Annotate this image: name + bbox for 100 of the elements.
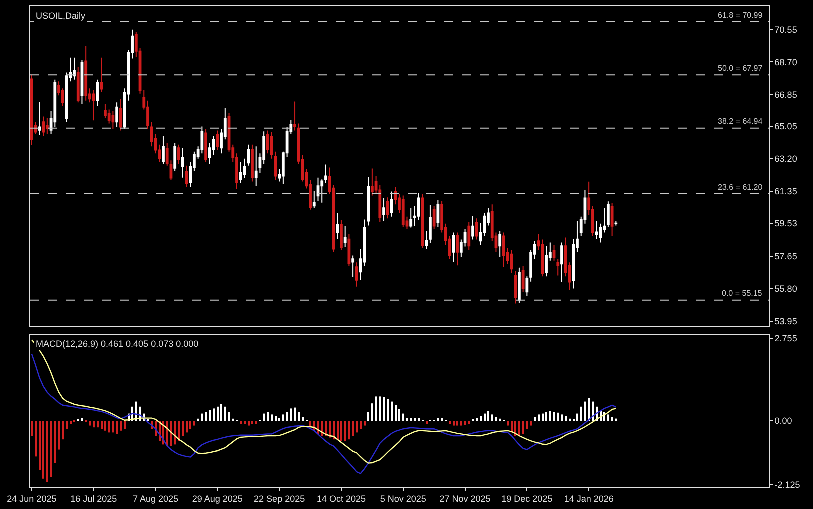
candlestick [254, 146, 258, 187]
y-tick-label: 70.55 [774, 24, 798, 35]
bar [255, 420, 257, 424]
candlestick [100, 57, 104, 93]
candlestick [204, 128, 208, 163]
candlestick [46, 118, 49, 135]
bar [263, 414, 265, 421]
bar [534, 417, 536, 421]
candlestick [552, 244, 556, 262]
candlestick [96, 79, 100, 107]
bar [460, 420, 462, 426]
candlestick [514, 270, 518, 304]
candlestick [367, 176, 370, 226]
bar [530, 420, 532, 426]
bar [205, 412, 207, 421]
bar [104, 420, 106, 431]
bar [348, 420, 350, 440]
bar [480, 416, 482, 421]
candlestick [247, 144, 250, 166]
candlestick [178, 144, 180, 165]
bar [93, 420, 95, 428]
bar [592, 402, 594, 421]
candlestick [595, 220, 598, 240]
candlestick [436, 200, 440, 228]
bar [437, 418, 439, 421]
candlestick [119, 98, 122, 132]
candlestick [518, 267, 521, 304]
bar [364, 420, 366, 426]
candlestick [80, 60, 84, 105]
candlestick [42, 116, 45, 137]
bar [453, 420, 455, 426]
candlestick [402, 195, 405, 228]
bar [174, 420, 176, 445]
bar [240, 420, 242, 424]
candlestick [606, 201, 610, 228]
bar [248, 420, 250, 426]
bar [217, 406, 219, 421]
bar [186, 420, 188, 433]
candlestick [510, 250, 514, 274]
bar [383, 397, 385, 421]
bar [487, 411, 490, 421]
bar [557, 412, 559, 421]
bar [120, 420, 122, 431]
candlestick [498, 230, 502, 258]
bar [607, 414, 610, 421]
bar [549, 411, 551, 421]
bar [406, 418, 408, 421]
candlestick [38, 102, 42, 136]
bar [282, 414, 284, 421]
bar [46, 420, 48, 482]
x-tick-label: 27 Nov 2025 [440, 494, 491, 504]
candlestick [526, 276, 529, 296]
candlestick [472, 216, 474, 240]
y-tick-label: 63.20 [774, 154, 798, 164]
candlestick [251, 144, 254, 182]
bar [337, 420, 339, 440]
bar [476, 418, 478, 421]
bar [302, 417, 304, 421]
candlestick [352, 255, 355, 278]
y-tick-label: 65.05 [774, 122, 798, 132]
bar [356, 420, 358, 433]
candlestick [324, 164, 328, 184]
bar [267, 412, 269, 421]
bar [66, 420, 68, 430]
bar [182, 420, 184, 436]
bar [367, 412, 370, 421]
bar [298, 412, 300, 421]
candlestick [30, 74, 34, 146]
bar [329, 420, 331, 438]
bar [228, 412, 230, 421]
candlestick [340, 220, 343, 251]
candlestick [181, 148, 184, 178]
bar [360, 420, 362, 430]
bar [31, 420, 33, 436]
bar [507, 420, 509, 426]
y-tick-label: 2.755 [774, 333, 798, 344]
bar [97, 420, 99, 428]
bar [170, 420, 172, 446]
x-tick-label: 29 Aug 2025 [192, 494, 243, 504]
candlestick [174, 142, 177, 172]
bar [375, 396, 377, 421]
line-series [31, 353, 617, 474]
bar [325, 420, 327, 436]
bar [491, 414, 493, 421]
y-tick-label: 53.95 [774, 316, 798, 327]
bar [542, 414, 544, 421]
candlestick [316, 177, 320, 202]
bar [426, 420, 428, 424]
bar [526, 420, 528, 430]
bar [271, 414, 273, 421]
candlestick [429, 204, 432, 244]
bar [561, 414, 563, 421]
bar [108, 420, 110, 433]
bar [290, 408, 292, 421]
bar [54, 420, 56, 464]
bar [387, 399, 389, 421]
bar [251, 420, 254, 424]
candlestick [348, 234, 351, 267]
bar [538, 414, 540, 421]
candlestick [502, 232, 506, 268]
